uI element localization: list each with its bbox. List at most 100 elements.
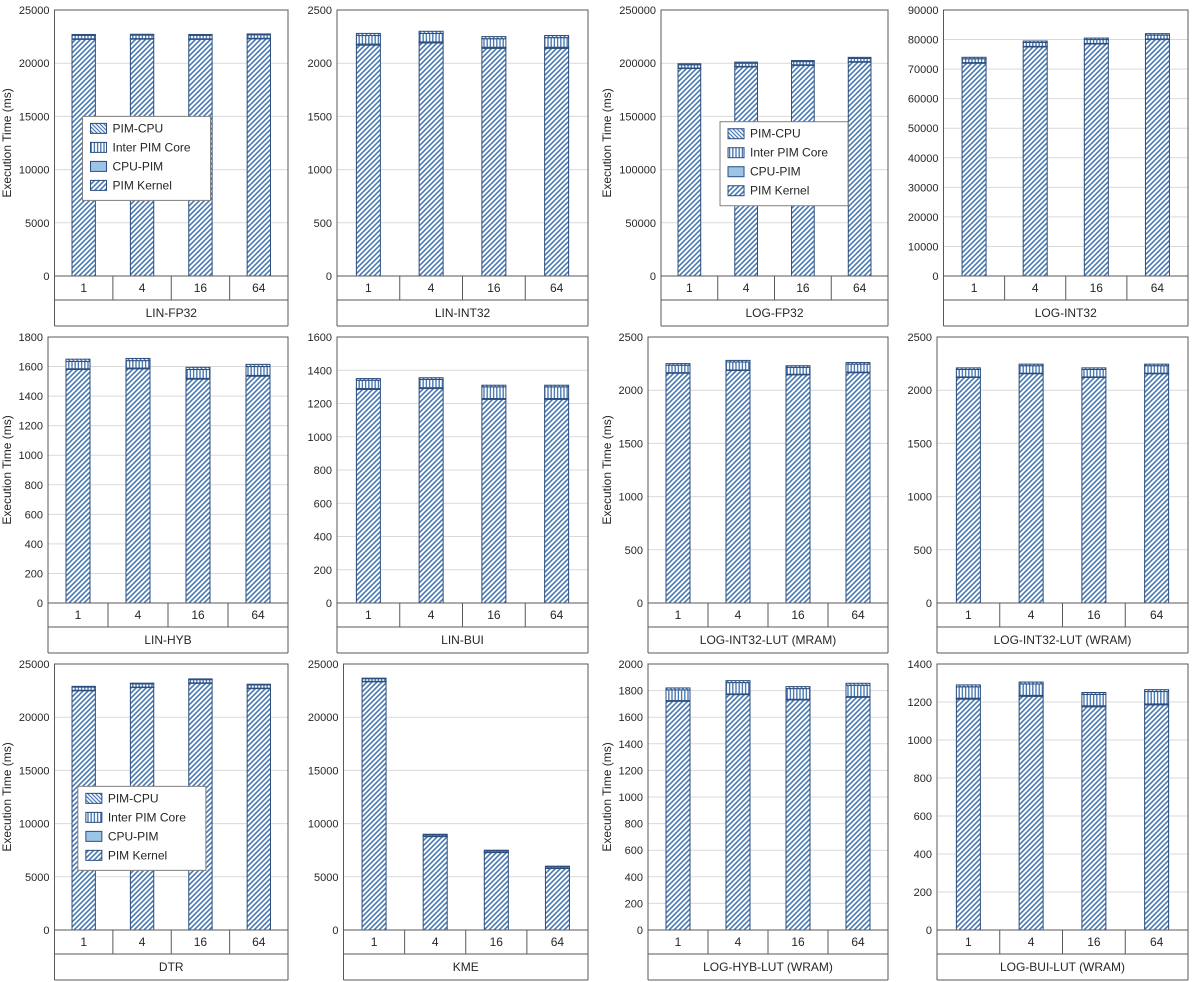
x-tick-label: 64 [851,935,865,949]
y-tick-label: 1800 [619,686,643,698]
bar-segment-inter-pim-core [481,38,507,48]
bar-segment-pim-kernel [481,398,507,604]
chart-LIN-HYB: 0 200 400 600 800 1000 1200 1400 1600 1800 Executi… [0,332,289,654]
chart-title: LOG-INT32-LUT (WRAM) [994,633,1132,647]
y-axis: 0 5000 10000 15000 20000 25000 [308,659,339,937]
bar-segment-pim-kernel [725,694,751,931]
bar-segment-inter-pim-core [725,361,751,371]
bar-segment-pim-cpu [1018,363,1044,367]
y-tick-label: 250000 [619,5,656,17]
legend-label: PIM-CPU [108,791,159,805]
y-tick-label: 1200 [908,697,932,709]
y-tick-label: 1000 [908,735,932,747]
y-tick-label: 100000 [619,165,656,177]
y-axis-title: Execution Time (ms) [600,742,614,851]
chart-LIN-FP32: 0 5000 10000 15000 20000 25000 Execution Time … [0,5,289,327]
bar-segment-pim-kernel [422,835,448,931]
y-tick-label: 1400 [908,659,932,671]
bars [665,359,871,604]
y-tick-label: 1600 [308,332,332,344]
y-tick-label: 0 [37,598,43,610]
legend: PIM-CPU Inter PIM Core CPU-PIM PIM Kernel [719,121,849,207]
x-tick-label: 16 [487,608,501,622]
y-tick-label: 200 [914,887,932,899]
y-axis: 0 5000 10000 15000 20000 25000 [19,659,50,937]
bar-segment-pim-kernel [544,398,570,604]
x-tick-label: 64 [252,935,266,949]
y-tick-label: 1000 [308,432,332,444]
x-tick-label: 64 [851,608,865,622]
bar-segment-pim-kernel [1022,46,1048,277]
bar-segment-pim-kernel [245,375,271,604]
bar-segment-pim-kernel [185,378,211,604]
bar-segment-inter-pim-core [245,366,271,376]
bar-segment-pim-kernel [355,44,381,277]
legend-label: Inter PIM Core [750,146,828,160]
chart-cell-DTR: 0 5000 10000 15000 20000 25000 Execution Time … [0,654,300,981]
x-tick-label: 64 [551,935,565,949]
chart-cell-KME: 0 5000 10000 15000 20000 25000 1 4 16 64 KME [300,654,600,981]
bar-segment-pim-cpu [677,63,702,66]
y-tick-label: 1600 [619,712,643,724]
x-tick-label: 1 [75,608,82,622]
x-tick-label: 1 [971,281,978,295]
bar-segment-pim-cpu [845,362,871,365]
y-tick-label: 20000 [308,712,339,724]
y-tick-label: 0 [926,598,932,610]
bar-segment-inter-pim-core [246,34,271,39]
bar-segment-pim-cpu [71,685,96,688]
y-axis: 0 200 400 600 800 1000 1200 1400 1600 1800 2000 [619,659,643,937]
y-tick-label: 2000 [308,58,332,70]
y-axis: 0 10000 20000 30000 40000 50000 60000 70000 8000… [908,5,939,283]
y-tick-label: 5000 [314,872,338,884]
y-axis: 0 50000 100000 150000 200000 250000 [619,5,656,283]
y-tick-label: 0 [326,598,332,610]
x-axis: 1 4 16 64 LOG-INT32-LUT (WRAM) [936,602,1189,654]
chart-LOG-BUI-LUT (WRAM): 0 200 400 600 800 1000 1200 1400 1 4 16 64 LOG-BUI-L… [908,659,1189,981]
chart-LIN-BUI: 0 200 400 600 800 1000 1200 1400 1600 1 4 16 64 LIN-B… [308,332,589,654]
bar-segment-inter-pim-core [188,34,213,40]
x-tick-label: 1 [365,608,372,622]
x-tick-label: 64 [1150,935,1164,949]
bar-segment-inter-pim-core [665,689,691,702]
bars [355,377,570,604]
bars [361,677,570,931]
y-tick-label: 20000 [19,58,50,70]
y-tick-label: 400 [314,532,332,544]
bar-segment-inter-pim-core [665,364,691,374]
bars [955,363,1170,604]
x-tick-label: 1 [965,608,972,622]
y-axis: 0 500 1000 1500 2000 2500 [908,332,932,610]
x-tick-label: 16 [1090,281,1104,295]
bar-segment-pim-kernel [1081,706,1107,931]
legend-label: PIM Kernel [108,848,167,862]
y-tick-label: 25000 [19,5,50,17]
bar-segment-pim-cpu [785,686,811,690]
y-tick-label: 500 [625,545,643,557]
y-tick-label: 1000 [19,450,43,462]
bar-segment-pim-cpu [955,367,981,370]
bar-segment-pim-kernel [481,47,507,277]
bar-segment-inter-pim-core [1083,39,1109,44]
chart-cell-LOG-INT32: 0 10000 20000 30000 40000 50000 60000 70000 8000… [900,0,1200,327]
bar-segment-pim-cpu [791,60,815,63]
bars [955,681,1170,931]
x-tick-label: 64 [251,608,265,622]
bar-segment-pim-cpu [845,682,871,686]
y-tick-label: 150000 [619,111,656,123]
bar-segment-inter-pim-core [185,369,211,379]
bar-segment-pim-cpu [418,377,444,380]
bar-segment-pim-kernel [246,38,271,277]
bar-segment-inter-pim-core [1022,42,1048,47]
y-axis-title: Execution Time (ms) [600,415,614,524]
x-tick-label: 16 [191,608,205,622]
y-tick-label: 80000 [908,35,939,47]
bar-segment-inter-pim-core [65,360,91,370]
y-tick-label: 400 [625,872,643,884]
y-tick-label: 20000 [908,212,939,224]
x-tick-label: 1 [80,281,87,295]
bar-segment-inter-pim-core [955,686,981,699]
y-tick-label: 1000 [908,492,932,504]
legend-label: PIM-CPU [750,127,801,141]
legend-label: PIM Kernel [113,178,172,192]
